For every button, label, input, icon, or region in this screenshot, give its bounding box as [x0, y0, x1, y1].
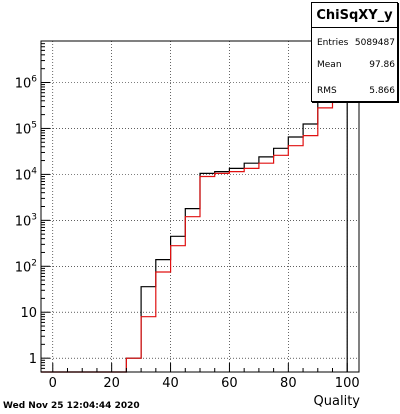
x-tick-label: 80	[280, 376, 297, 391]
y-tick-label: 104	[15, 166, 38, 183]
stats-title: ChiSqXY_y	[312, 3, 397, 28]
y-tick-label: 10	[20, 306, 37, 321]
series-2-histogram	[41, 57, 348, 373]
stats-value: 5.866	[369, 86, 395, 96]
series-layer	[41, 57, 348, 373]
y-tick-label: 103	[15, 212, 37, 229]
stats-label: Mean	[317, 60, 342, 70]
x-axis-label: Quality	[314, 394, 361, 409]
series-1-histogram	[41, 78, 348, 373]
y-tick-label: 102	[15, 258, 37, 275]
tick-layer: 0 20 40 60 80 100 1 10 102 103 104 105 106	[15, 43, 360, 391]
stats-label: Entries	[317, 38, 349, 48]
stats-value: 5089487	[354, 38, 395, 48]
y-tick-label: 1	[29, 352, 37, 367]
stats-label: RMS	[317, 86, 337, 96]
y-tick-label: 106	[15, 74, 38, 91]
stats-box: ChiSqXY_y Entries 5089487 Mean 97.86 RMS…	[311, 2, 398, 102]
y-tick-label: 105	[15, 120, 37, 137]
x-tick-label: 0	[49, 376, 57, 391]
x-tick-label: 40	[162, 376, 179, 391]
x-tick-label: 20	[103, 376, 120, 391]
stats-value: 97.86	[369, 60, 395, 70]
x-tick-label: 100	[335, 376, 360, 391]
datestamp: Wed Nov 25 12:04:44 2020	[3, 401, 140, 411]
x-tick-label: 60	[221, 376, 238, 391]
